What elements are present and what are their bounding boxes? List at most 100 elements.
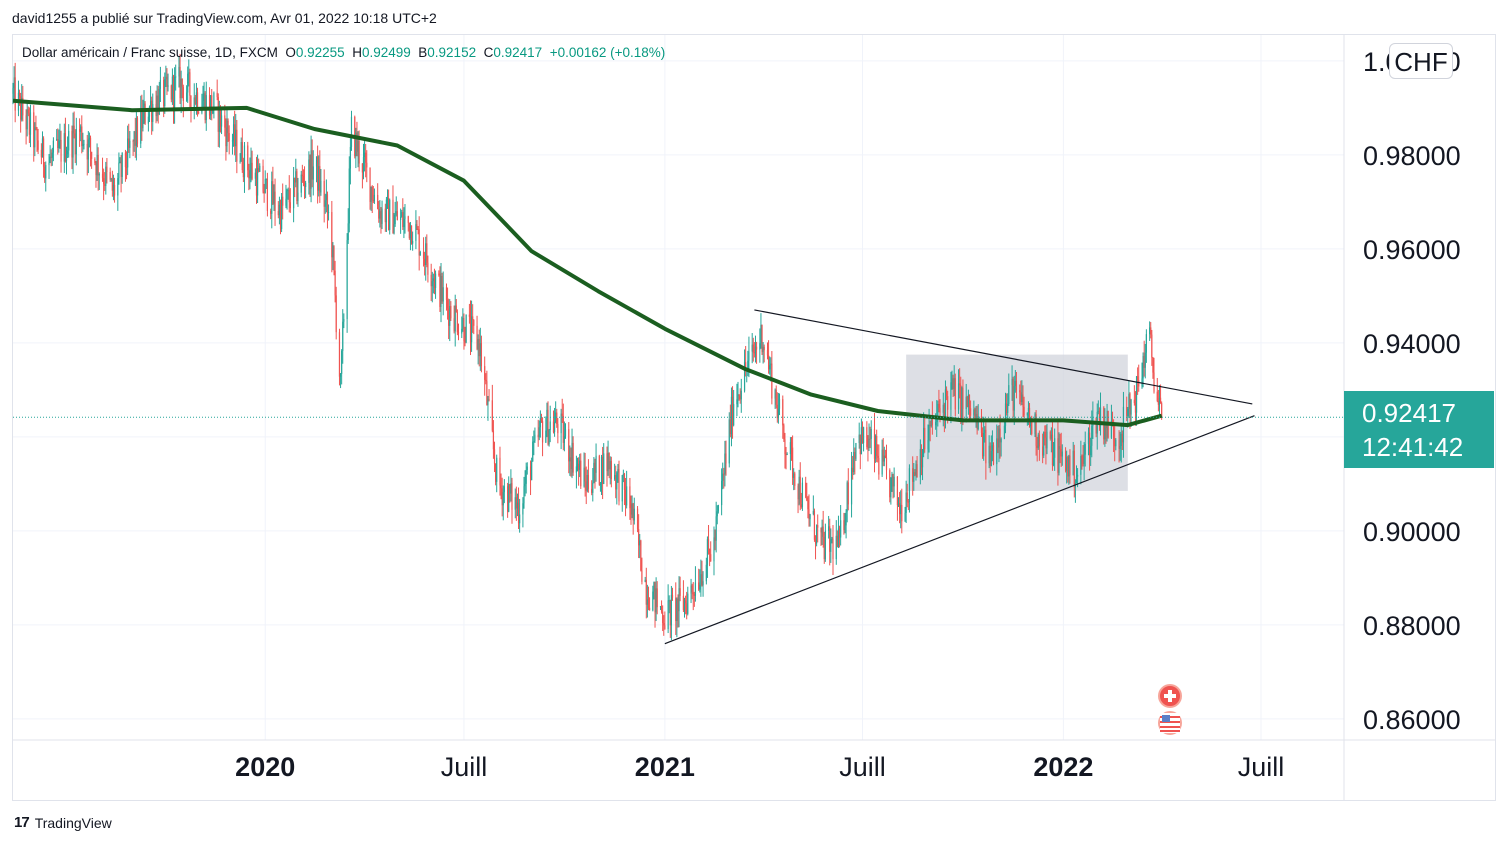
candle-body xyxy=(326,194,329,213)
candle-body xyxy=(372,199,374,202)
candle-body xyxy=(1105,423,1107,429)
candle-body xyxy=(747,360,749,371)
candle-body xyxy=(935,421,937,426)
candle-body xyxy=(861,427,864,444)
candle-body xyxy=(453,318,455,332)
candle-body xyxy=(1084,443,1086,455)
candle-body xyxy=(295,171,297,183)
candle-body xyxy=(553,422,556,433)
candle-body xyxy=(370,186,372,202)
candle-body xyxy=(569,457,571,462)
candle-body xyxy=(37,140,39,150)
candle-body xyxy=(701,574,703,586)
candle-body xyxy=(441,276,443,302)
candle-body xyxy=(1006,403,1008,413)
candle-body xyxy=(900,504,902,515)
candle-body xyxy=(595,455,597,473)
candle-body xyxy=(254,172,256,179)
candle-body xyxy=(1087,432,1090,444)
candle-body xyxy=(684,600,687,604)
candle-body xyxy=(170,85,172,100)
candle-body xyxy=(889,470,891,498)
tradingview-logo-icon[interactable]: 17 xyxy=(14,814,30,831)
candle-body xyxy=(371,186,373,200)
candle-body xyxy=(51,152,53,158)
candle-body xyxy=(426,243,428,263)
candle-body xyxy=(346,240,348,320)
candle-body xyxy=(480,343,483,367)
legend-low: 0.92152 xyxy=(427,45,477,60)
candle-body xyxy=(663,623,665,626)
candle-body xyxy=(1052,457,1055,466)
candle-body xyxy=(737,394,739,400)
candle-body xyxy=(997,438,999,448)
candle-body xyxy=(339,373,342,377)
candle-body xyxy=(514,497,516,510)
candle-body xyxy=(885,457,888,471)
candle-body xyxy=(668,600,670,602)
candle-body xyxy=(212,109,214,114)
candle-body xyxy=(57,139,59,149)
candle-body xyxy=(623,474,626,490)
candle-body xyxy=(491,400,493,431)
y-tick-label: 0.86000 xyxy=(1363,705,1461,735)
candle-body xyxy=(638,529,640,546)
y-tick-label: 0.94000 xyxy=(1363,329,1461,359)
candle-body xyxy=(1007,404,1009,413)
candle-body xyxy=(645,579,647,605)
candle-body xyxy=(338,332,341,377)
candle-body xyxy=(87,139,89,160)
footer-brand[interactable]: TradingView xyxy=(34,814,112,831)
candle-body xyxy=(186,92,188,101)
candle-body xyxy=(48,162,50,166)
candle-body xyxy=(98,173,100,176)
candle-body xyxy=(951,378,953,383)
candle-body xyxy=(472,316,474,321)
candle-body xyxy=(373,194,376,202)
candle-body xyxy=(545,430,547,443)
us-flag-icon[interactable] xyxy=(1158,711,1182,735)
candle-body xyxy=(456,312,458,333)
candle-body xyxy=(180,78,182,99)
candle-body xyxy=(234,124,236,147)
candle-body xyxy=(297,192,299,202)
candle-body xyxy=(210,95,212,116)
candle-body xyxy=(699,584,701,590)
candle-body xyxy=(141,108,143,129)
candle-body xyxy=(1046,431,1048,449)
candle-body xyxy=(537,434,539,438)
candle-body xyxy=(117,178,119,196)
candle-body xyxy=(549,421,551,431)
candle-body xyxy=(357,140,359,152)
candle-body xyxy=(132,140,134,142)
legend: Dollar américain / Franc suisse, 1D, FXC… xyxy=(22,45,665,60)
candle-body xyxy=(943,404,945,420)
candle-body xyxy=(752,344,754,353)
candle-body xyxy=(1059,446,1061,450)
candle-body xyxy=(136,118,139,144)
candle-body xyxy=(128,138,130,148)
candle-body xyxy=(365,152,367,163)
currency-badge[interactable]: CHF xyxy=(1389,43,1453,79)
candle-body xyxy=(1128,393,1130,409)
candle-body xyxy=(989,445,991,466)
candle-body xyxy=(524,483,526,487)
candle-body xyxy=(120,161,122,177)
candle-body xyxy=(432,278,434,282)
candle-body xyxy=(854,451,856,459)
candle-body xyxy=(72,125,74,158)
candle-body xyxy=(709,548,711,555)
candle-body xyxy=(172,76,175,108)
candle-body xyxy=(715,516,717,541)
candle-body xyxy=(1145,334,1147,353)
candle-body xyxy=(94,158,96,164)
candle-body xyxy=(609,461,611,470)
candle-body xyxy=(676,598,678,621)
candle-body xyxy=(721,480,723,506)
candle-body xyxy=(866,427,868,448)
candle-body xyxy=(884,455,887,458)
x-tick-label: 2022 xyxy=(1033,752,1093,782)
swiss-flag-icon[interactable] xyxy=(1158,684,1182,708)
chart-frame xyxy=(12,34,1496,801)
